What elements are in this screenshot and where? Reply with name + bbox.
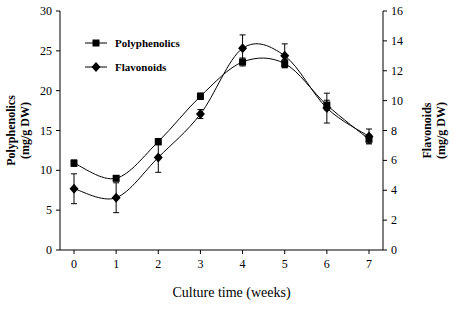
x-tick xyxy=(284,250,285,254)
y2-tick-label: 14 xyxy=(391,34,403,48)
error-cap xyxy=(155,172,161,173)
data-point xyxy=(280,51,289,61)
error-cap xyxy=(113,182,119,183)
error-cap xyxy=(240,61,246,62)
x-tick-label: 4 xyxy=(240,257,246,271)
data-point xyxy=(365,131,374,141)
error-cap xyxy=(113,212,119,213)
error-cap xyxy=(71,203,77,204)
y-tick xyxy=(56,50,60,51)
x-tick-label: 7 xyxy=(366,257,372,271)
y2-tick-label: 10 xyxy=(391,94,403,108)
y-tick-label: 25 xyxy=(40,44,52,58)
data-point xyxy=(322,103,331,113)
data-point xyxy=(197,93,204,100)
legend-label: Flavonoids xyxy=(115,61,167,73)
series-line xyxy=(74,44,369,199)
y2-tick xyxy=(383,40,387,41)
y2-tick xyxy=(383,190,387,191)
y2-tick-label: 0 xyxy=(391,243,397,257)
error-cap xyxy=(240,34,246,35)
y2-tick xyxy=(383,11,387,12)
error-cap xyxy=(282,67,288,68)
y2-tick xyxy=(383,70,387,71)
y-tick xyxy=(56,130,60,131)
error-cap xyxy=(324,93,330,94)
x-tick-label: 0 xyxy=(71,257,77,271)
y2-tick-label: 6 xyxy=(391,153,397,167)
y2-axis-title-line: Flavonoids xyxy=(420,102,434,158)
y2-axis-title: Flavonoids(mg/g DW) xyxy=(420,102,448,159)
error-cap xyxy=(324,123,330,124)
y2-tick xyxy=(383,250,387,251)
data-point xyxy=(70,184,79,194)
chart: 051015202530024681012141601234567Polyphe… xyxy=(0,0,453,316)
y2-tick xyxy=(383,220,387,221)
y2-axis-title-line: (mg/g DW) xyxy=(434,102,448,159)
x-tick-label: 6 xyxy=(324,257,330,271)
error-cap xyxy=(366,129,372,130)
y2-tick-label: 4 xyxy=(391,183,397,197)
x-tick-label: 5 xyxy=(282,257,288,271)
y2-tick xyxy=(383,160,387,161)
y2-tick-label: 12 xyxy=(391,64,403,78)
y2-tick xyxy=(383,130,387,131)
y-tick-label: 0 xyxy=(46,243,52,257)
y-tick xyxy=(56,210,60,211)
y-tick xyxy=(56,90,60,91)
data-point xyxy=(112,193,121,203)
y-axis-title-line: Polyphenolics xyxy=(4,95,18,166)
y-tick-label: 5 xyxy=(46,203,52,217)
y-tick xyxy=(56,170,60,171)
error-bar xyxy=(197,93,203,99)
y2-tick-label: 8 xyxy=(391,124,397,138)
x-tick xyxy=(200,250,201,254)
x-axis-title: Culture time (weeks) xyxy=(172,285,291,301)
y-tick-label: 30 xyxy=(40,4,52,18)
error-bar xyxy=(71,160,77,166)
series-line xyxy=(74,58,369,179)
error-cap xyxy=(282,43,288,44)
data-point xyxy=(238,43,247,53)
x-tick xyxy=(242,250,243,254)
x-tick xyxy=(74,250,75,254)
y-tick-label: 20 xyxy=(40,84,52,98)
y2-tick-label: 2 xyxy=(391,213,397,227)
y-tick xyxy=(56,11,60,12)
data-point xyxy=(154,152,163,162)
y-tick xyxy=(56,250,60,251)
x-axis-line xyxy=(60,250,383,251)
x-tick-label: 2 xyxy=(155,257,161,271)
x-tick xyxy=(326,250,327,254)
error-cap xyxy=(71,173,77,174)
x-tick xyxy=(116,250,117,254)
error-cap xyxy=(240,65,246,66)
error-cap xyxy=(366,143,372,144)
y2-tick xyxy=(383,100,387,101)
legend-marker xyxy=(92,62,101,72)
data-point xyxy=(196,109,205,119)
y-axis-title: Polyphenolics(mg/g DW) xyxy=(4,95,32,166)
data-point xyxy=(113,175,120,182)
x-tick xyxy=(369,250,370,254)
legend: Polyphenolics Flavonoids xyxy=(85,37,181,73)
x-tick-label: 1 xyxy=(113,257,119,271)
legend-label: Polyphenolics xyxy=(115,37,181,49)
y-tick-label: 15 xyxy=(40,124,52,138)
x-tick-label: 3 xyxy=(197,257,203,271)
data-point xyxy=(71,160,78,167)
y-axis-title-line: (mg/g DW) xyxy=(18,102,32,159)
x-tick xyxy=(158,250,159,254)
legend-marker xyxy=(93,40,100,47)
y-tick-label: 10 xyxy=(40,163,52,177)
error-cap xyxy=(155,142,161,143)
plot-area xyxy=(70,35,374,213)
y2-tick-label: 16 xyxy=(391,4,403,18)
